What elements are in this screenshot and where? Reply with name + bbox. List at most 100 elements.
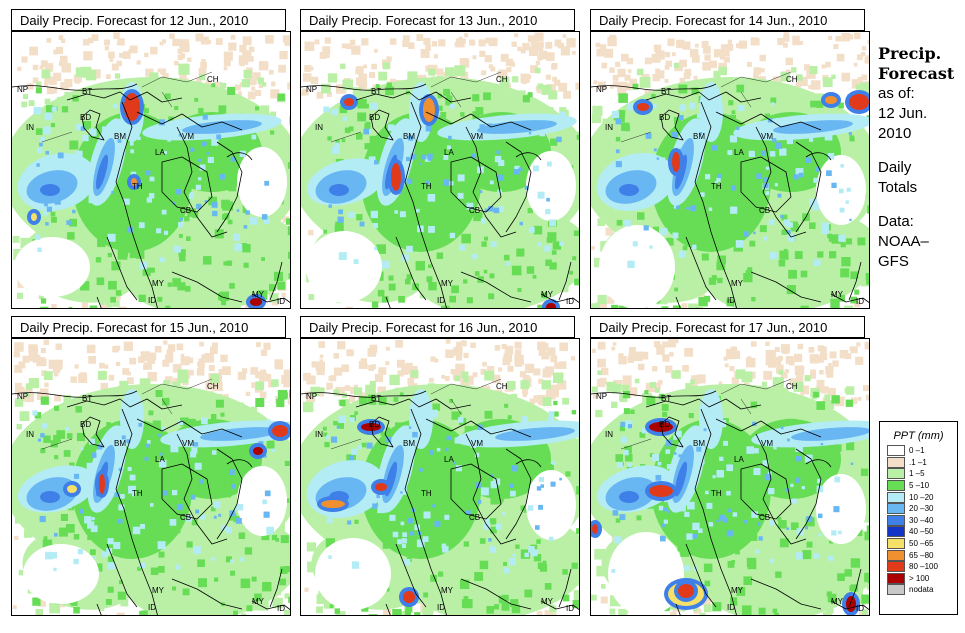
legend-label: 65 –80 xyxy=(909,550,934,560)
legend-label: 40 –50 xyxy=(909,527,934,537)
map-label-np: NP xyxy=(306,85,317,94)
panel-title: Daily Precip. Forecast for 17 Jun., 2010 xyxy=(590,316,865,338)
map-label-my: MY xyxy=(731,586,744,595)
panel-title: Daily Precip. Forecast for 16 Jun., 2010 xyxy=(300,316,575,338)
legend-entry: .1 –1 xyxy=(880,456,957,469)
legend-label: 20 –30 xyxy=(909,504,934,514)
map-label-id: ID xyxy=(437,603,445,612)
legend-entry: 0 –1 xyxy=(880,445,957,457)
map-label-id: ID xyxy=(727,296,735,305)
forecast-panel-6: Daily Precip. Forecast for 17 Jun., 2010… xyxy=(590,316,870,616)
map-label-np: NP xyxy=(596,85,607,94)
map-label-bd: BD xyxy=(80,420,91,429)
map-label-th: TH xyxy=(132,182,143,191)
precip-map: NP BT CH IN BD BM VM LA TH CB MY ID MY ID xyxy=(300,31,580,309)
map-label-ch: CH xyxy=(786,382,798,391)
map-label-id: ID xyxy=(437,296,445,305)
legend-swatch xyxy=(887,584,905,596)
map-label-la: LA xyxy=(444,148,454,157)
map-label-bt: BT xyxy=(371,394,381,403)
side-title-line1: Precip. xyxy=(878,44,942,63)
legend-entry: 50 –65 xyxy=(880,538,957,550)
map-label-bt: BT xyxy=(661,394,671,403)
map-label-np: NP xyxy=(17,85,28,94)
legend-swatch xyxy=(887,572,905,584)
map-label-cb: CB xyxy=(469,206,480,215)
panel-title: Daily Precip. Forecast for 13 Jun., 2010 xyxy=(300,9,575,31)
map-label-vm: VM xyxy=(761,439,773,448)
map-label-cb: CB xyxy=(180,206,191,215)
map-label-bm: BM xyxy=(114,132,126,141)
legend-swatch xyxy=(887,549,905,561)
legend-entry: 1 –5 xyxy=(880,468,957,480)
map-label-id: ID xyxy=(148,296,156,305)
precip-map: NP BT CH IN BD BM VM LA TH CB MY ID MY ID xyxy=(590,338,870,616)
map-label-np: NP xyxy=(17,392,28,401)
precip-map: NP BT CH IN BD BM VM LA TH CB MY ID MY ID xyxy=(590,31,870,309)
map-label-id: ID xyxy=(277,604,285,613)
asof-label: as of: xyxy=(878,85,915,102)
map-label-in: IN xyxy=(605,430,613,439)
map-label-la: LA xyxy=(444,455,454,464)
map-label-my: MY xyxy=(831,597,844,606)
data-source-line2: GFS xyxy=(878,253,909,270)
forecast-panel-1: Daily Precip. Forecast for 12 Jun., 2010… xyxy=(11,9,291,309)
map-label-bd: BD xyxy=(659,113,670,122)
legend-swatch xyxy=(887,445,905,457)
map-label-bm: BM xyxy=(693,439,705,448)
map-label-la: LA xyxy=(734,148,744,157)
legend-entry: 5 –10 xyxy=(880,480,957,492)
map-label-my: MY xyxy=(831,290,844,299)
precip-map: NP BT CH IN BD BM VM LA TH CB MY ID MY ID xyxy=(11,338,291,616)
map-label-th: TH xyxy=(421,489,432,498)
legend-swatch xyxy=(887,491,905,503)
precip-map-graphic: NP BT CH IN BD BM VM LA TH CB MY ID MY ID xyxy=(12,32,290,308)
map-label-vm: VM xyxy=(182,439,194,448)
map-label-id: ID xyxy=(856,297,864,306)
precip-map: NP BT CH IN BD BM VM LA TH CB MY ID MY ID xyxy=(300,338,580,616)
map-label-my: MY xyxy=(541,290,554,299)
map-label-la: LA xyxy=(155,455,165,464)
legend-label: 0 –1 xyxy=(909,446,925,456)
legend-swatch xyxy=(887,468,905,480)
legend-label: 30 –40 xyxy=(909,515,934,525)
map-label-bm: BM xyxy=(403,439,415,448)
map-label-bd: BD xyxy=(659,420,670,429)
legend-entry: > 100 xyxy=(880,572,957,585)
map-label-vm: VM xyxy=(182,132,194,141)
map-label-la: LA xyxy=(155,148,165,157)
map-label-my: MY xyxy=(541,597,554,606)
legend-entry: 10 –20 xyxy=(880,491,957,503)
side-title-line2: Forecast xyxy=(878,64,955,83)
legend-label: 1 –5 xyxy=(909,469,925,479)
map-label-my: MY xyxy=(152,279,165,288)
legend-entry: 80 –100 xyxy=(880,561,957,573)
map-label-id: ID xyxy=(566,297,574,306)
map-label-in: IN xyxy=(605,123,613,132)
map-label-bm: BM xyxy=(403,132,415,141)
data-source-line1: NOAA– xyxy=(878,233,929,250)
map-label-id: ID xyxy=(566,604,574,613)
legend-label: 80 –100 xyxy=(909,562,938,572)
map-label-id: ID xyxy=(148,603,156,612)
map-label-bd: BD xyxy=(80,113,91,122)
map-label-in: IN xyxy=(26,123,34,132)
map-label-th: TH xyxy=(421,182,432,191)
panel-title: Daily Precip. Forecast for 14 Jun., 2010 xyxy=(590,9,865,31)
legend-swatch xyxy=(887,503,905,515)
side-info: Precip. Forecast as of: 12 Jun. 2010 Dai… xyxy=(878,44,963,272)
legend-swatch xyxy=(887,526,905,538)
legend-label: > 100 xyxy=(909,573,930,583)
map-label-th: TH xyxy=(711,182,722,191)
legend-entry: 20 –30 xyxy=(880,503,957,515)
map-label-ch: CH xyxy=(207,382,219,391)
asof-year: 2010 xyxy=(878,125,912,142)
map-label-my: MY xyxy=(731,279,744,288)
legend-label: 10 –20 xyxy=(909,492,934,502)
precip-map-graphic: NP BT CH IN BD BM VM LA TH CB MY ID MY ID xyxy=(591,339,869,615)
panel-title: Daily Precip. Forecast for 12 Jun., 2010 xyxy=(11,9,286,31)
legend-label: .1 –1 xyxy=(909,457,927,467)
precip-map-graphic: NP BT CH IN BD BM VM LA TH CB MY ID MY ID xyxy=(12,339,290,615)
forecast-panel-4: Daily Precip. Forecast for 15 Jun., 2010… xyxy=(11,316,291,616)
map-label-ch: CH xyxy=(496,75,508,84)
